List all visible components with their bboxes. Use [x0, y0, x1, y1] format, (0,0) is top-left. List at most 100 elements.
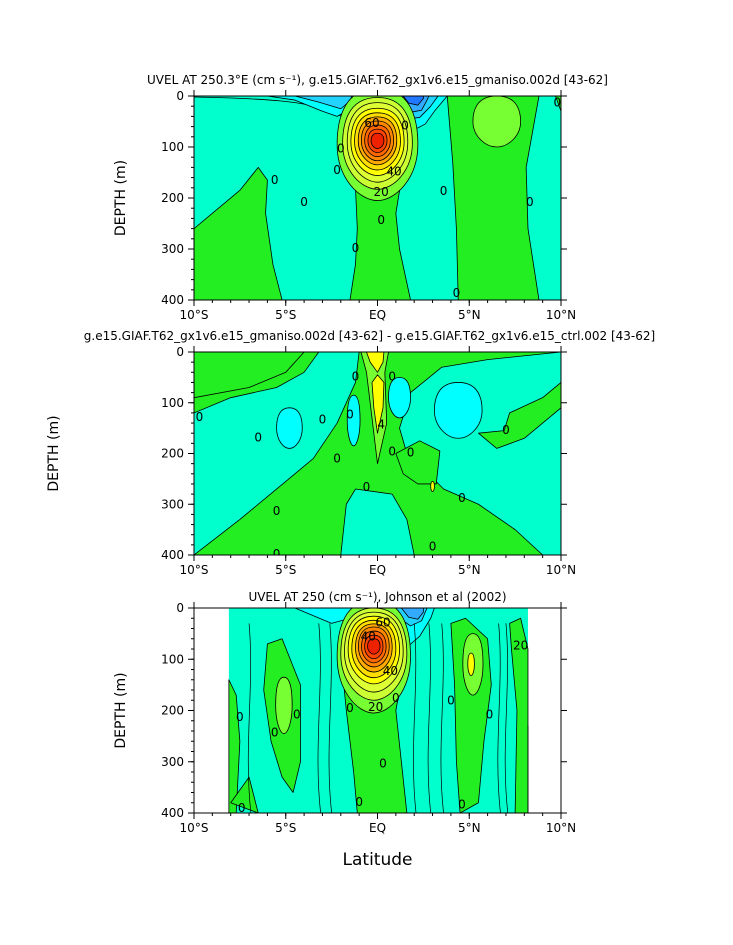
- contour-label: 0: [337, 142, 345, 156]
- y-tick-label: 100: [161, 396, 184, 410]
- contour-label: 20: [374, 185, 389, 199]
- region-yellow-surface: [366, 352, 385, 373]
- x-tick-label: 5°N: [458, 821, 481, 835]
- contour-label: 0: [352, 369, 360, 383]
- contour-label: 0: [388, 369, 396, 383]
- contour-label: 0: [458, 797, 466, 811]
- contour-line: [413, 623, 417, 813]
- contour-label: 0: [429, 539, 437, 553]
- y-tick-label: 200: [161, 191, 184, 205]
- x-tick-label: 10°N: [546, 821, 576, 835]
- contour-label: 0: [379, 756, 387, 770]
- y-tick-label: 400: [161, 806, 184, 820]
- chart-panel-1: 0 0 0 0 0 0 0 0 0 20 40 60 0 0 10°S 5°S EQ 5°N 10°N 0 100 200…: [113, 73, 608, 322]
- y-tick-label: 200: [161, 704, 184, 718]
- region-green-east-edge: [509, 617, 529, 813]
- x-tick-label: 5°S: [275, 308, 296, 322]
- region-green-west: [194, 167, 283, 300]
- contour-label: 0: [238, 801, 246, 815]
- contour-line: [328, 623, 332, 813]
- x-tick-label: EQ: [369, 308, 386, 322]
- y-tick-label: 100: [161, 140, 184, 154]
- contour-label: 0: [486, 708, 494, 722]
- contour-label: 0: [254, 430, 262, 444]
- contour-label: 0: [447, 693, 455, 707]
- contour-label: 0: [196, 410, 204, 424]
- contour-line: [317, 623, 321, 813]
- chart-title: UVEL AT 250 (cm s⁻¹), Johnson et al (200…: [248, 590, 506, 604]
- contour-label: 0: [346, 407, 354, 421]
- y-axis-label: DEPTH (m): [46, 415, 62, 491]
- contour-label: 0: [346, 701, 354, 715]
- region-yellow-spot: [430, 481, 435, 492]
- region-cyan-cell: [346, 394, 361, 447]
- x-tick-label: EQ: [369, 821, 386, 835]
- region-cyan-cell: [433, 382, 483, 439]
- y-tick-label: 100: [161, 652, 184, 666]
- contour-label: 0: [300, 195, 308, 209]
- region-green-east: [446, 96, 540, 300]
- region-yellow-core: [371, 374, 385, 434]
- contour-label: 0: [333, 163, 341, 177]
- contour-label: 0: [363, 480, 371, 494]
- region-light-green: [472, 96, 522, 148]
- contour-label: 0: [293, 708, 301, 722]
- contour-label: 0: [319, 413, 327, 427]
- chart-title: g.e15.GIAF.T62_gx1v6.e15_gmaniso.002d [4…: [84, 329, 655, 343]
- contour-label: 40: [361, 630, 376, 644]
- contour-label: 60: [375, 615, 390, 629]
- region-green-nw: [194, 352, 305, 399]
- contour-label: 0: [453, 286, 461, 300]
- contour-label: 0: [236, 710, 244, 724]
- contour-label: 0: [333, 452, 341, 466]
- chart-title: UVEL AT 250.3°E (cm s⁻¹), g.e15.GIAF.T62…: [147, 73, 608, 87]
- y-tick-label: 300: [161, 497, 184, 511]
- x-axis-label: Latitude: [343, 850, 413, 870]
- y-tick-label: 0: [176, 89, 184, 103]
- contour-line: [440, 623, 444, 813]
- region-green-sw: [230, 776, 259, 813]
- contour-label: 0: [407, 446, 415, 460]
- contour-label: 20: [368, 700, 383, 714]
- x-tick-label: 10°S: [180, 563, 209, 577]
- region-yellow-east: [467, 652, 475, 677]
- contour-label: 0: [388, 444, 396, 458]
- y-axis-label: DEPTH (m): [113, 160, 129, 236]
- x-tick-label: 10°N: [546, 308, 576, 322]
- region-green-corner: [555, 96, 561, 112]
- y-axis-label: DEPTH (m): [113, 672, 129, 748]
- x-tick-label: 5°N: [458, 563, 481, 577]
- contour-label: 0: [502, 423, 510, 437]
- region-sky-west: [294, 96, 353, 110]
- x-tick-label: 10°S: [180, 308, 209, 322]
- contour-line: [504, 623, 509, 813]
- contour-label: 0: [401, 119, 409, 133]
- x-tick-label: 5°N: [458, 308, 481, 322]
- contour-label: 0: [440, 184, 448, 198]
- region-cyan-cell: [388, 376, 411, 419]
- region-blue-east: [400, 608, 424, 620]
- contour-label: 0: [271, 173, 279, 187]
- contour-label: 40: [383, 664, 398, 678]
- contour-line: [427, 623, 432, 813]
- y-tick-label: 400: [161, 548, 184, 562]
- x-tick-label: 5°S: [275, 563, 296, 577]
- y-tick-label: 400: [161, 293, 184, 307]
- region-green-edge: [228, 679, 241, 813]
- contour-label: 40: [386, 165, 401, 179]
- contour-label: 0: [526, 195, 534, 209]
- contour-label: 0: [352, 241, 360, 255]
- contour-label: 0: [554, 96, 562, 110]
- y-tick-label: 300: [161, 755, 184, 769]
- contour-line: [247, 623, 252, 813]
- contour-line: [497, 623, 501, 813]
- region-cyan-cell: [276, 407, 303, 449]
- contour-label: 0: [377, 213, 385, 227]
- region-green-east-band: [478, 382, 561, 449]
- x-tick-label: 10°S: [180, 821, 209, 835]
- contour-label: 0: [271, 726, 279, 740]
- y-tick-label: 0: [176, 601, 184, 615]
- contour-field: 0 0 0 0 0 0 0 0 0 20 40 60 0 0: [194, 96, 562, 300]
- contour-label: 60: [364, 116, 379, 130]
